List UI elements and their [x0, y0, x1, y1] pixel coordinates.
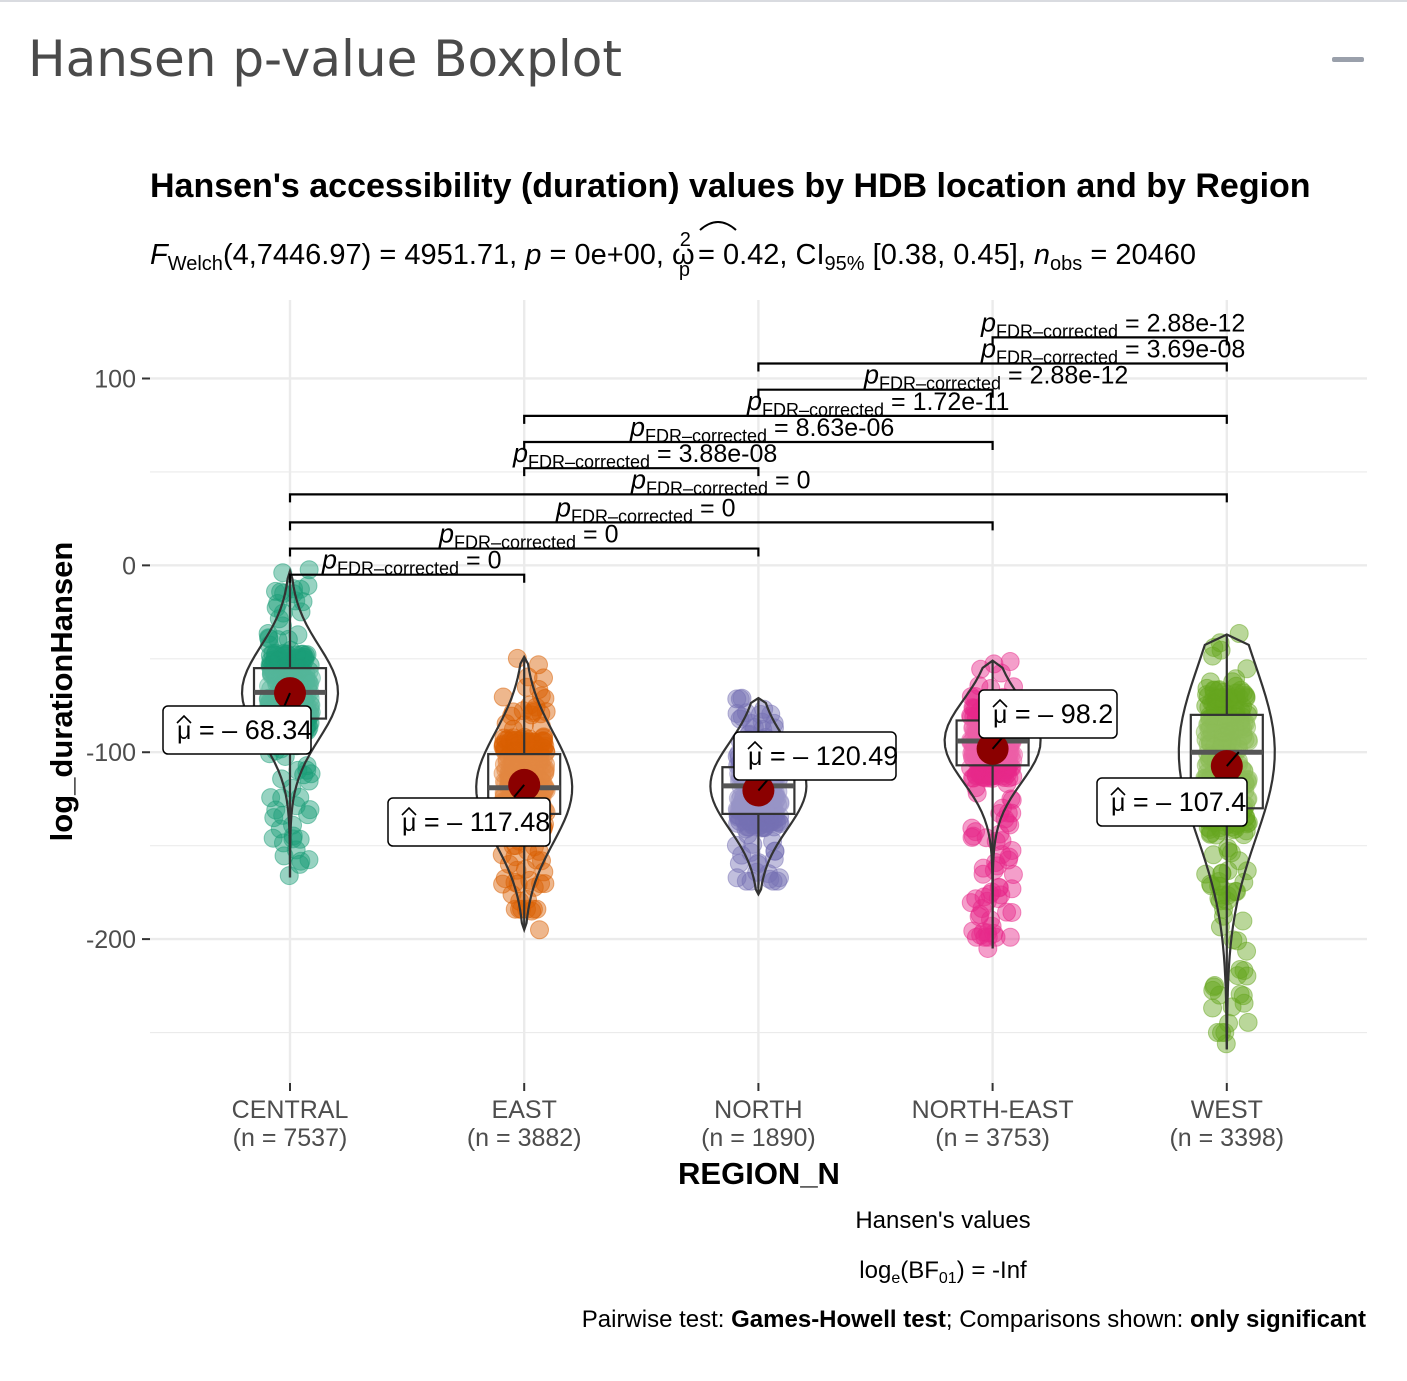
- data-point: [299, 560, 319, 580]
- data-point: [1237, 941, 1257, 961]
- comparison-bracket: pFDR–corrected = 0: [288, 492, 994, 531]
- outlier-point: [522, 901, 542, 921]
- data-point: [515, 859, 535, 879]
- data-point: [732, 688, 752, 708]
- minus-icon: [1332, 57, 1364, 62]
- data-point: [754, 818, 774, 838]
- x-tick-label: CENTRAL: [232, 1096, 349, 1124]
- data-point: [1238, 1012, 1258, 1032]
- data-point: [1234, 961, 1254, 981]
- data-point: [997, 773, 1017, 793]
- mean-label-text: μ = – 107.4: [1111, 787, 1246, 817]
- data-point: [727, 689, 747, 709]
- mean-label-text: μ = – 120.49: [748, 741, 898, 771]
- data-point: [288, 625, 308, 645]
- data-point: [534, 668, 554, 688]
- data-point: [298, 576, 318, 596]
- y-axis-label: log_durationHansen: [44, 542, 79, 842]
- outlier-point: [969, 907, 989, 927]
- data-point: [298, 805, 318, 825]
- data-point: [971, 659, 991, 679]
- y-tick-label: -100: [86, 739, 136, 767]
- data-point: [261, 788, 281, 808]
- omega-hat: [699, 221, 737, 231]
- data-point: [1237, 659, 1257, 679]
- gridlines: [150, 300, 1367, 1083]
- data-point: [1206, 825, 1226, 845]
- data-point: [1212, 863, 1232, 883]
- caption-line-3: Pairwise test: Games-Howell test; Compar…: [582, 1306, 1366, 1333]
- x-tick-count-label: (n = 3753): [935, 1124, 1050, 1152]
- x-tick-count-label: (n = 7537): [233, 1124, 348, 1152]
- data-point: [1200, 672, 1220, 692]
- chart-subtitle: FWelch(4,7446.97) = 4951.71, p = 0e+00, …: [150, 229, 1196, 281]
- x-tick-label: WEST: [1191, 1096, 1263, 1124]
- outlier-point: [263, 828, 283, 848]
- data-point: [535, 874, 555, 894]
- violin: [475, 654, 574, 934]
- x-tick-count-label: (n = 3882): [467, 1124, 582, 1152]
- group-east: [475, 648, 574, 940]
- outlier-point: [980, 884, 1000, 904]
- data-point: [763, 871, 783, 891]
- data-point: [274, 846, 294, 866]
- caption-line-2: loge(BF01) = -Inf: [859, 1257, 1027, 1287]
- outlier-point: [1219, 1013, 1239, 1033]
- data-point: [535, 763, 555, 783]
- data-point: [726, 835, 746, 855]
- data-point: [769, 868, 789, 888]
- caption-line-1: Hansen's values: [855, 1207, 1030, 1234]
- chart-title: Hansen's accessibility (duration) values…: [150, 167, 1311, 205]
- data-point: [1233, 986, 1253, 1006]
- data-point: [493, 874, 513, 894]
- group-north: [709, 688, 808, 897]
- y-tick-label: 0: [122, 552, 136, 580]
- mean-label-north-east: μ = – 98.2: [978, 689, 1118, 750]
- data-point: [259, 635, 279, 655]
- data-point: [299, 850, 319, 870]
- mean-label-text: μ = – 68.34: [177, 715, 312, 745]
- top-divider: [0, 0, 1407, 2]
- data-point: [1203, 845, 1223, 865]
- data-point: [1233, 683, 1253, 703]
- data-point: [259, 629, 279, 649]
- x-tick-label: EAST: [492, 1096, 557, 1124]
- data-point: [1233, 911, 1253, 931]
- group-west: [1177, 624, 1276, 1054]
- outlier-point: [264, 808, 284, 828]
- data-point: [1000, 652, 1020, 672]
- outlier-point: [984, 924, 1004, 944]
- data-point: [727, 868, 747, 888]
- data-point: [530, 747, 550, 767]
- data-point: [768, 871, 788, 891]
- comparison-label: pFDR–corrected = 0: [630, 464, 810, 498]
- mean-label-text: μ = – 117.48: [402, 807, 550, 837]
- data-point: [510, 734, 530, 754]
- x-axis-label: REGION_N: [678, 1156, 840, 1191]
- data-point: [984, 860, 1004, 880]
- y-tick-label: 100: [94, 365, 136, 393]
- collapse-button[interactable]: [1328, 44, 1368, 74]
- x-tick-label: NORTH: [714, 1096, 802, 1124]
- data-point: [997, 902, 1017, 922]
- x-tick-label: NORTH-EAST: [912, 1096, 1074, 1124]
- outlier-point: [530, 920, 550, 940]
- data-point: [1000, 927, 1020, 947]
- x-tick-count-label: (n = 3398): [1169, 1124, 1284, 1152]
- panel-title: Hansen p-value Boxplot: [28, 30, 622, 88]
- x-tick-count-label: (n = 1890): [701, 1124, 816, 1152]
- comparison-label: pFDR–corrected = 2.88e-12: [980, 307, 1245, 341]
- data-point: [266, 800, 286, 820]
- y-tick-label: -200: [86, 926, 136, 954]
- data-point: [533, 728, 553, 748]
- mean-label-text: μ = – 98.2: [993, 699, 1113, 729]
